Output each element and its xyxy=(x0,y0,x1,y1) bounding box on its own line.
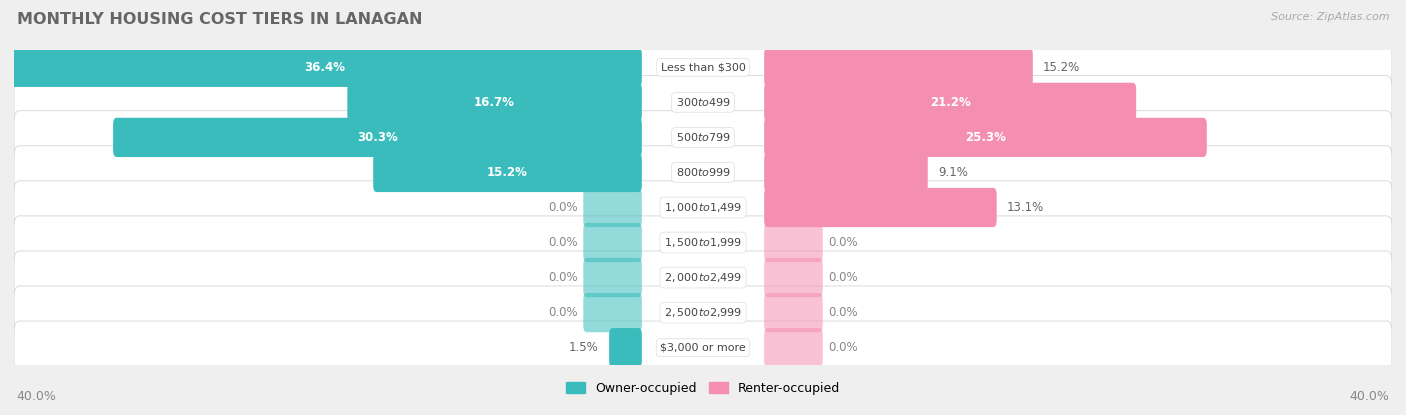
Text: Source: ZipAtlas.com: Source: ZipAtlas.com xyxy=(1271,12,1389,22)
Text: 0.0%: 0.0% xyxy=(548,271,578,284)
FancyBboxPatch shape xyxy=(609,328,643,367)
FancyBboxPatch shape xyxy=(763,118,1206,157)
FancyBboxPatch shape xyxy=(763,258,823,297)
Text: 13.1%: 13.1% xyxy=(1007,201,1045,214)
FancyBboxPatch shape xyxy=(14,76,1392,129)
Text: $1,000 to $1,499: $1,000 to $1,499 xyxy=(664,201,742,214)
Text: $3,000 or more: $3,000 or more xyxy=(661,343,745,353)
Text: $500 to $799: $500 to $799 xyxy=(675,132,731,144)
Text: 0.0%: 0.0% xyxy=(548,306,578,319)
FancyBboxPatch shape xyxy=(14,321,1392,374)
FancyBboxPatch shape xyxy=(14,251,1392,304)
FancyBboxPatch shape xyxy=(347,83,643,122)
FancyBboxPatch shape xyxy=(583,258,643,297)
Text: 16.7%: 16.7% xyxy=(474,96,515,109)
Text: $300 to $499: $300 to $499 xyxy=(675,96,731,108)
Text: $2,000 to $2,499: $2,000 to $2,499 xyxy=(664,271,742,284)
FancyBboxPatch shape xyxy=(14,286,1392,339)
Text: 40.0%: 40.0% xyxy=(17,390,56,403)
FancyBboxPatch shape xyxy=(763,328,823,367)
Text: 15.2%: 15.2% xyxy=(1043,61,1080,74)
Text: 25.3%: 25.3% xyxy=(965,131,1005,144)
Text: 9.1%: 9.1% xyxy=(938,166,967,179)
FancyBboxPatch shape xyxy=(14,111,1392,164)
Text: 40.0%: 40.0% xyxy=(1350,390,1389,403)
Text: MONTHLY HOUSING COST TIERS IN LANAGAN: MONTHLY HOUSING COST TIERS IN LANAGAN xyxy=(17,12,422,27)
Text: $1,500 to $1,999: $1,500 to $1,999 xyxy=(664,236,742,249)
FancyBboxPatch shape xyxy=(583,188,643,227)
FancyBboxPatch shape xyxy=(14,146,1392,199)
FancyBboxPatch shape xyxy=(8,48,643,87)
Text: 0.0%: 0.0% xyxy=(828,236,858,249)
Legend: Owner-occupied, Renter-occupied: Owner-occupied, Renter-occupied xyxy=(561,377,845,400)
Text: Less than $300: Less than $300 xyxy=(661,62,745,72)
Text: 1.5%: 1.5% xyxy=(569,341,599,354)
Text: $2,500 to $2,999: $2,500 to $2,999 xyxy=(664,306,742,319)
FancyBboxPatch shape xyxy=(763,293,823,332)
Text: 21.2%: 21.2% xyxy=(929,96,970,109)
Text: 36.4%: 36.4% xyxy=(305,61,346,74)
FancyBboxPatch shape xyxy=(373,153,643,192)
FancyBboxPatch shape xyxy=(14,41,1392,94)
FancyBboxPatch shape xyxy=(763,48,1033,87)
FancyBboxPatch shape xyxy=(583,223,643,262)
Text: 0.0%: 0.0% xyxy=(828,306,858,319)
FancyBboxPatch shape xyxy=(112,118,643,157)
FancyBboxPatch shape xyxy=(763,188,997,227)
Text: 0.0%: 0.0% xyxy=(828,341,858,354)
FancyBboxPatch shape xyxy=(763,153,928,192)
FancyBboxPatch shape xyxy=(14,216,1392,269)
FancyBboxPatch shape xyxy=(583,293,643,332)
FancyBboxPatch shape xyxy=(763,83,1136,122)
Text: 15.2%: 15.2% xyxy=(486,166,527,179)
FancyBboxPatch shape xyxy=(14,181,1392,234)
Text: 0.0%: 0.0% xyxy=(828,271,858,284)
Text: 30.3%: 30.3% xyxy=(357,131,398,144)
Text: 0.0%: 0.0% xyxy=(548,236,578,249)
FancyBboxPatch shape xyxy=(763,223,823,262)
Text: $800 to $999: $800 to $999 xyxy=(675,166,731,178)
Text: 0.0%: 0.0% xyxy=(548,201,578,214)
